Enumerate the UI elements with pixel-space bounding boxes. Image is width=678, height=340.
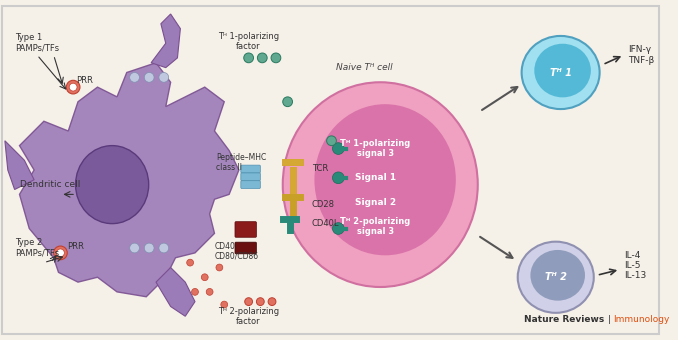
FancyBboxPatch shape — [235, 222, 256, 237]
Circle shape — [66, 80, 80, 94]
Circle shape — [332, 143, 344, 154]
Text: TCR: TCR — [312, 164, 328, 173]
FancyBboxPatch shape — [241, 165, 260, 173]
Circle shape — [271, 53, 281, 63]
Text: Signal 1: Signal 1 — [355, 173, 396, 182]
Text: Immunology: Immunology — [614, 315, 670, 324]
Ellipse shape — [315, 104, 456, 255]
Text: Tᴴ 1: Tᴴ 1 — [550, 68, 572, 78]
Circle shape — [144, 243, 154, 253]
Polygon shape — [156, 268, 195, 316]
Text: Tᴴ 1-polarizing
factor: Tᴴ 1-polarizing factor — [218, 32, 279, 51]
Circle shape — [268, 298, 276, 306]
Text: Peptide–MHC
class II: Peptide–MHC class II — [216, 153, 266, 172]
Ellipse shape — [518, 242, 594, 313]
Polygon shape — [5, 141, 34, 189]
Text: Type 2
PAMPs/TFs: Type 2 PAMPs/TFs — [15, 238, 59, 258]
Circle shape — [159, 72, 169, 82]
Ellipse shape — [530, 250, 585, 301]
Text: CD40: CD40 — [214, 241, 235, 251]
Text: Dendritic cell: Dendritic cell — [20, 180, 80, 189]
Circle shape — [332, 223, 344, 234]
FancyBboxPatch shape — [241, 173, 260, 181]
Text: Tᴴ 2: Tᴴ 2 — [545, 272, 567, 282]
Text: IFN-γ
TNF-β: IFN-γ TNF-β — [628, 45, 654, 65]
Text: Tᴴ 2-polarizing
signal 3: Tᴴ 2-polarizing signal 3 — [340, 217, 410, 236]
Text: Naive Tᴴ cell: Naive Tᴴ cell — [336, 63, 393, 72]
Ellipse shape — [283, 82, 478, 287]
Circle shape — [283, 97, 292, 107]
Text: Nature Reviews: Nature Reviews — [524, 315, 605, 324]
Text: |: | — [607, 315, 610, 324]
Circle shape — [206, 288, 213, 295]
Polygon shape — [20, 63, 239, 297]
Text: Tᴴ 2-polarizing
factor: Tᴴ 2-polarizing factor — [218, 307, 279, 326]
Circle shape — [129, 72, 140, 82]
Circle shape — [221, 301, 228, 308]
Circle shape — [327, 136, 336, 146]
Text: CD40L: CD40L — [312, 219, 340, 228]
Text: PRR: PRR — [76, 76, 93, 85]
Circle shape — [129, 243, 140, 253]
Ellipse shape — [75, 146, 148, 224]
Circle shape — [258, 53, 267, 63]
FancyBboxPatch shape — [235, 242, 256, 254]
Circle shape — [192, 288, 199, 295]
Circle shape — [159, 243, 169, 253]
Polygon shape — [151, 14, 180, 68]
Text: Tᴴ 1-polarizing
signal 3: Tᴴ 1-polarizing signal 3 — [340, 139, 410, 158]
Ellipse shape — [534, 44, 591, 97]
Circle shape — [186, 259, 193, 266]
Circle shape — [56, 249, 64, 257]
Text: Type 1
PAMPs/TFs: Type 1 PAMPs/TFs — [15, 34, 59, 53]
Circle shape — [216, 264, 223, 271]
Text: CD80/CD86: CD80/CD86 — [214, 251, 258, 260]
Ellipse shape — [521, 36, 599, 109]
Circle shape — [54, 246, 67, 260]
Text: IL-4
IL-5
IL-13: IL-4 IL-5 IL-13 — [624, 251, 646, 280]
FancyBboxPatch shape — [241, 181, 260, 188]
Circle shape — [245, 298, 252, 306]
Circle shape — [256, 298, 264, 306]
Text: CD28: CD28 — [312, 200, 335, 209]
Circle shape — [69, 83, 77, 91]
Text: PRR: PRR — [67, 241, 84, 251]
Text: Signal 2: Signal 2 — [355, 198, 396, 207]
Circle shape — [332, 172, 344, 184]
Circle shape — [201, 274, 208, 280]
Circle shape — [144, 72, 154, 82]
Circle shape — [244, 53, 254, 63]
